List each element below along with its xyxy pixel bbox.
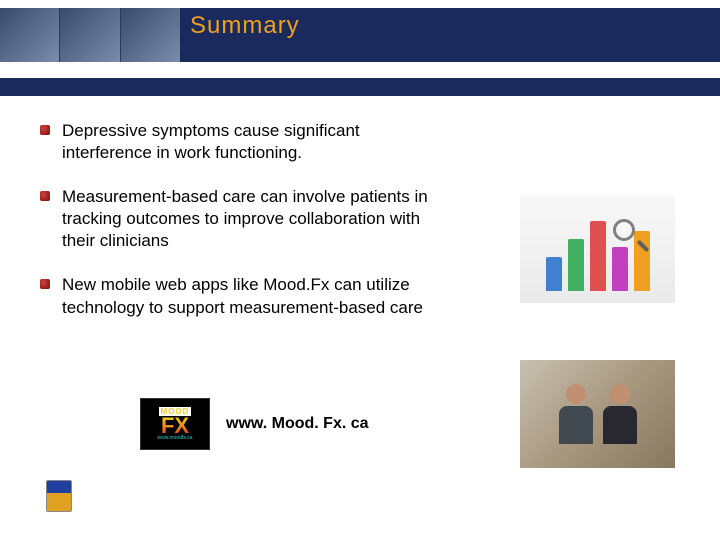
bullet-text: Measurement-based care can involve patie… xyxy=(62,187,428,250)
header-photo xyxy=(60,8,120,62)
chart-bar xyxy=(612,247,628,291)
chart-bar xyxy=(546,257,562,291)
logo-row: MOOD FX www.moodfx.ca www. Mood. Fx. ca xyxy=(140,398,369,450)
moodfx-logo: MOOD FX www.moodfx.ca xyxy=(140,398,210,450)
bullet-marker-icon xyxy=(40,125,50,135)
url-text: www. Mood. Fx. ca xyxy=(226,415,369,433)
bullet-text: Depressive symptoms cause significant in… xyxy=(62,121,360,162)
bullet-text: New mobile web apps like Mood.Fx can uti… xyxy=(62,275,423,316)
magnifier-icon xyxy=(613,219,643,249)
chart-graphic xyxy=(520,195,675,303)
moodfx-small-url: www.moodfx.ca xyxy=(157,435,192,441)
people-graphic xyxy=(520,360,675,468)
header-accent-bar xyxy=(0,78,720,96)
slide-header: Summary xyxy=(0,0,720,78)
ubc-logo xyxy=(46,480,72,512)
person-figure xyxy=(603,384,637,444)
bullet-marker-icon xyxy=(40,191,50,201)
bullet-list: Depressive symptoms cause significant in… xyxy=(40,120,440,319)
chart-bar xyxy=(568,239,584,291)
moodfx-fx-label: FX xyxy=(161,416,189,436)
bullet-marker-icon xyxy=(40,279,50,289)
chart-bar xyxy=(590,221,606,291)
header-photo xyxy=(121,8,180,62)
bullet-item: Depressive symptoms cause significant in… xyxy=(40,120,440,164)
bullet-item: New mobile web apps like Mood.Fx can uti… xyxy=(40,274,440,318)
header-photo xyxy=(0,8,60,62)
bullet-item: Measurement-based care can involve patie… xyxy=(40,186,440,252)
person-figure xyxy=(559,384,593,444)
slide-title: Summary xyxy=(190,12,300,40)
header-photo-strip xyxy=(0,8,180,62)
